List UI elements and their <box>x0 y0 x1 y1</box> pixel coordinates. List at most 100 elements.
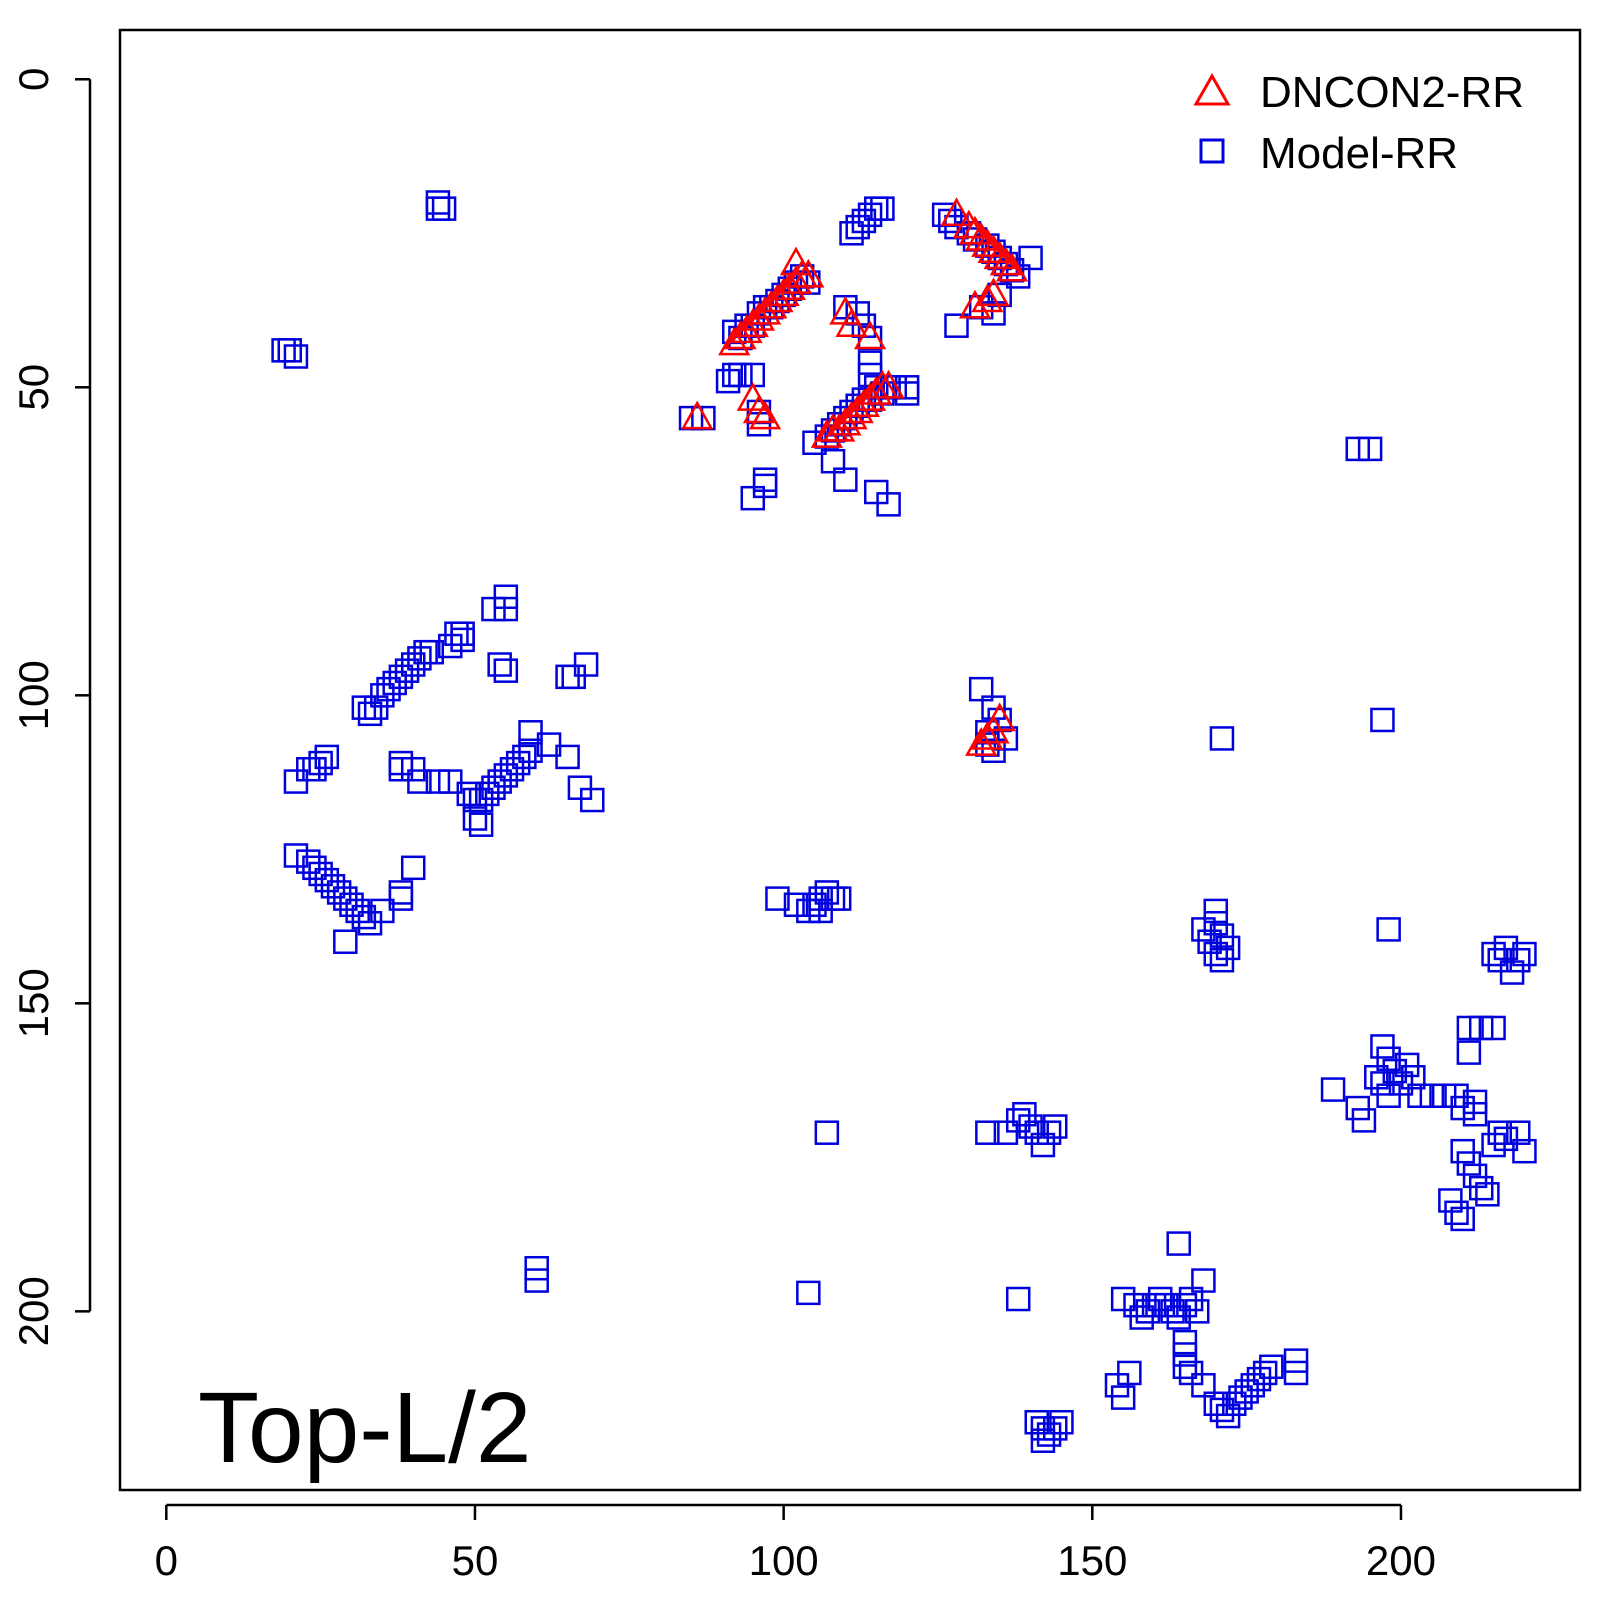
x-tick-label: 50 <box>452 1537 499 1584</box>
model-rr-point <box>487 769 512 794</box>
model-rr-point <box>444 621 469 646</box>
model-rr-point <box>388 664 414 690</box>
model-rr-point <box>425 196 451 221</box>
model-rr-point <box>1160 1299 1185 1324</box>
model-rr-point <box>438 633 463 659</box>
model-rr-point <box>339 892 364 918</box>
x-axis: 0 50 100 150 200 <box>155 1503 1436 1584</box>
model-rr-point <box>1203 910 1229 936</box>
model-rr-point <box>326 880 352 905</box>
model-rr-point <box>314 867 340 893</box>
model-rr-point <box>1499 960 1525 985</box>
model-rr-point <box>1172 1354 1198 1380</box>
dncon2-rr-point <box>792 258 825 288</box>
model-rr-point <box>283 769 309 794</box>
model-rr-point <box>468 787 494 813</box>
y-tick-label: 50 <box>10 364 57 411</box>
model-rr-point <box>407 769 432 794</box>
model-rr-point <box>1166 1305 1191 1330</box>
model-rr-point <box>388 756 414 782</box>
model-rr-point <box>857 350 883 375</box>
dncon2-rr-point <box>860 375 893 405</box>
model-rr-point <box>1468 1175 1494 1201</box>
model-rr-point <box>876 492 901 517</box>
model-rr-point <box>481 596 506 622</box>
model-rr-point <box>345 898 370 924</box>
model-rr-point <box>524 1255 549 1281</box>
model-rr-point <box>419 639 445 665</box>
model-rr-point <box>975 1120 1000 1145</box>
model-rr-point <box>475 781 500 807</box>
dncon2-rr-point <box>989 246 1023 276</box>
model-rr-point <box>1259 1354 1284 1380</box>
model-rr-point <box>518 720 543 745</box>
model-rr-point <box>1481 941 1506 967</box>
dncon2-rr-point <box>952 209 985 239</box>
model-rr-point <box>981 301 1006 326</box>
model-rr-point <box>1450 1206 1475 1232</box>
model-rr-point <box>555 744 580 770</box>
model-rr-point <box>1110 1286 1136 1312</box>
model-rr-point <box>1178 1286 1204 1312</box>
model-rr-point <box>820 448 846 474</box>
model-rr-point <box>499 756 525 782</box>
model-rr-point <box>1030 1428 1056 1453</box>
model-rr-point <box>283 344 309 369</box>
model-rr-point <box>308 750 333 776</box>
model-rr-point <box>833 467 858 492</box>
dncon2-rr-point <box>940 197 973 227</box>
model-rr-point <box>357 910 383 936</box>
model-rr-point <box>1036 1120 1062 1145</box>
model-rr-point <box>1382 1058 1408 1084</box>
model-rr-point <box>863 479 889 505</box>
model-rr-point <box>1141 1292 1167 1318</box>
model-rr-point <box>1481 1015 1506 1041</box>
model-rr-point <box>1215 1403 1241 1429</box>
model-rr-point <box>1049 1409 1074 1435</box>
model-rr-point <box>1493 1126 1519 1152</box>
dncon2-rr-point <box>872 369 905 399</box>
model-rr-point <box>1036 1422 1062 1447</box>
model-rr-point <box>524 1268 549 1293</box>
model-rr-point <box>351 904 377 930</box>
model-rr-point <box>1030 1416 1056 1441</box>
model-rr-point <box>431 196 457 221</box>
model-rr-point <box>277 338 303 363</box>
legend-label-dncon2: DNCON2-RR <box>1260 68 1524 117</box>
model-rr-point <box>1376 1046 1401 1072</box>
model-rr-point <box>505 750 531 776</box>
model-rr-point <box>468 812 494 837</box>
model-rr-point <box>1005 1108 1031 1133</box>
model-rr-point <box>314 744 340 770</box>
model-rr-point <box>1512 941 1537 967</box>
model-rr-point <box>1462 1089 1488 1115</box>
model-rr-point <box>1117 1360 1142 1386</box>
model-rr-point <box>1191 917 1216 942</box>
model-rr-point <box>1203 898 1229 924</box>
model-rr-point <box>370 683 395 708</box>
model-rr-point <box>567 775 593 800</box>
model-rr-point <box>1456 1015 1482 1041</box>
dncon2-rr-point <box>681 400 714 430</box>
model-rr-point <box>1394 1052 1420 1078</box>
model-rr-point <box>1481 1132 1506 1158</box>
model-rr-point <box>993 1120 1019 1145</box>
x-tick-label: 150 <box>1057 1537 1127 1584</box>
model-rr-point <box>370 898 395 924</box>
model-rr-point <box>802 430 827 455</box>
model-rr-point <box>302 855 327 881</box>
model-rr-point <box>450 627 475 653</box>
y-tick-label: 0 <box>10 68 57 91</box>
model-rr-point <box>1135 1299 1161 1324</box>
model-rr-point <box>1005 1286 1031 1312</box>
model-rr-point <box>351 695 377 720</box>
model-rr-point <box>783 892 809 918</box>
model-rr-point <box>456 781 482 807</box>
model-rr-point <box>481 775 506 800</box>
model-rr-point <box>1129 1305 1154 1330</box>
model-rr-point <box>573 652 599 677</box>
model-rr-point <box>796 898 821 924</box>
model-rr-point <box>394 658 420 683</box>
y-tick-label: 150 <box>10 968 57 1038</box>
model-rr-point <box>1185 1299 1210 1324</box>
